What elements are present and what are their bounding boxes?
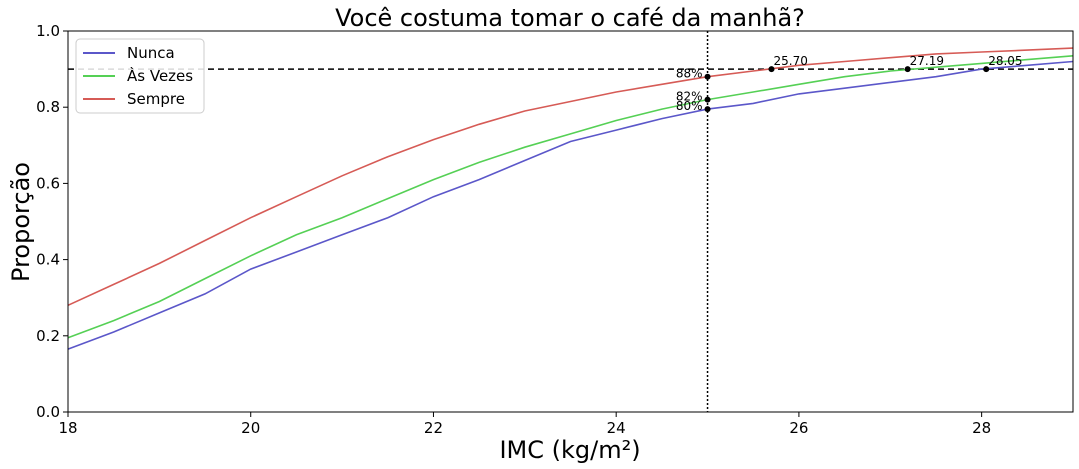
x-axis-ticks: 18 20 22 24 26 28 bbox=[58, 412, 991, 437]
markers-layer: 88% 82%80% 25.70 27.19 28.05 bbox=[676, 54, 1023, 113]
axes-frame bbox=[67, 30, 1074, 413]
marker-x25-2 bbox=[704, 106, 711, 113]
marker-y90-label-1: 27.19 bbox=[910, 54, 944, 68]
x-tick-label-4: 26 bbox=[789, 419, 808, 437]
marker-x25-label-0: 88% bbox=[676, 67, 703, 81]
marker-y90-label-0: 25.70 bbox=[774, 54, 808, 68]
legend-label-2: Sempre bbox=[127, 90, 185, 108]
legend-label-1: Às Vezes bbox=[127, 66, 193, 85]
y-axis-label: Proporção bbox=[7, 162, 35, 282]
y-tick-label-2: 0.4 bbox=[36, 251, 60, 269]
y-tick-label-4: 0.8 bbox=[36, 98, 60, 116]
marker-y90-2 bbox=[983, 66, 990, 73]
marker-x25-0 bbox=[704, 73, 711, 80]
marker-x25-label-2: 80% bbox=[676, 99, 703, 113]
marker-x25-1 bbox=[704, 96, 711, 103]
y-tick-label-0: 0.0 bbox=[36, 403, 60, 421]
legend-box bbox=[75, 38, 205, 114]
x-tick-label-0: 18 bbox=[58, 419, 77, 437]
marker-y90-0 bbox=[768, 66, 775, 73]
marker-x25-label-1: 82% bbox=[676, 90, 703, 104]
legend-label-0: Nunca bbox=[127, 44, 175, 62]
chart-title: Você costuma tomar o café da manhã? bbox=[335, 4, 805, 32]
plot-area bbox=[68, 31, 1073, 412]
series-line-0 bbox=[67, 60, 1074, 350]
x-axis-label: IMC (kg/m²) bbox=[499, 436, 640, 464]
legend: Nunca Às Vezes Sempre bbox=[75, 38, 205, 114]
series-layer bbox=[67, 47, 1074, 350]
y-tick-label-1: 0.2 bbox=[36, 327, 60, 345]
series-line-2 bbox=[67, 47, 1074, 307]
series-line-1 bbox=[67, 55, 1074, 339]
marker-y90-1 bbox=[904, 66, 911, 73]
x-tick-label-5: 28 bbox=[972, 419, 991, 437]
y-tick-label-3: 0.6 bbox=[36, 174, 60, 192]
y-axis-ticks: 0.0 0.2 0.4 0.6 0.8 1.0 bbox=[36, 22, 68, 421]
y-tick-label-5: 1.0 bbox=[36, 22, 60, 40]
x-tick-label-2: 22 bbox=[424, 419, 443, 437]
x-tick-label-1: 20 bbox=[241, 419, 260, 437]
x-tick-label-3: 24 bbox=[607, 419, 626, 437]
marker-y90-label-2: 28.05 bbox=[988, 54, 1022, 68]
